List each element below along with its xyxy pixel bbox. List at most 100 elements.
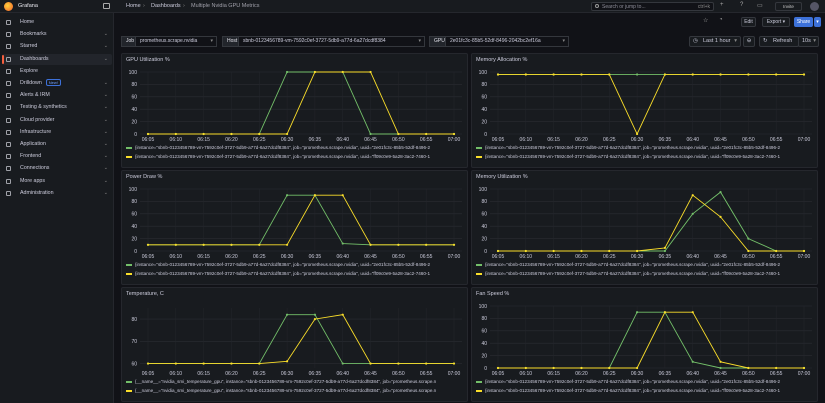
chevron-down-icon[interactable]: ⌄ [103, 189, 108, 196]
refresh-interval-select[interactable]: 10s ▾ [798, 36, 819, 47]
data-point[interactable] [202, 243, 205, 246]
chevron-down-icon[interactable]: ⌄ [103, 165, 108, 172]
data-point[interactable] [313, 313, 317, 316]
data-point[interactable] [552, 366, 555, 370]
invite-button[interactable]: Invite [775, 2, 802, 11]
data-point[interactable] [524, 249, 527, 253]
panel-gpu-utilization[interactable]: GPU Utilization % 0 20 40 60 80 100 06:05 06:10 0… [121, 53, 468, 168]
data-point[interactable] [802, 249, 806, 253]
sidebar-item-starred[interactable]: Starred ⌄ [2, 41, 112, 52]
variable-host-select[interactable]: sbnb-0123456789-vm-7592c0ef-3727-5db9-a7… [238, 36, 425, 47]
data-point[interactable] [580, 366, 583, 370]
sidebar-item-application[interactable]: Application ⌄ [2, 139, 112, 150]
data-point[interactable] [580, 73, 583, 76]
legend-item[interactable]: {__name__="nvidia_smi_temperature_gpu", … [126, 379, 466, 384]
data-point[interactable] [425, 243, 428, 246]
data-point[interactable] [174, 132, 177, 136]
data-point[interactable] [202, 362, 205, 365]
sidebar-item-testing-synthetics[interactable]: Testing & synthetics ⌄ [2, 102, 112, 113]
data-point[interactable] [146, 243, 150, 246]
series-line[interactable] [148, 194, 454, 246]
data-point[interactable] [313, 194, 317, 197]
data-point[interactable] [425, 362, 428, 365]
data-point[interactable] [285, 360, 289, 363]
data-point[interactable] [341, 194, 344, 197]
data-point[interactable] [496, 73, 500, 76]
data-point[interactable] [285, 70, 289, 74]
data-point[interactable] [719, 73, 722, 76]
data-point[interactable] [552, 73, 555, 76]
grafana-logo-icon[interactable] [4, 2, 13, 11]
panel-fan-speed[interactable]: Fan Speed % 0 20 40 60 80 100 06:05 06:10 06:15 06… [471, 287, 818, 402]
data-point[interactable] [230, 132, 233, 136]
refresh-button[interactable]: ↻ Refresh [759, 36, 799, 47]
data-point[interactable] [496, 366, 500, 370]
chevron-down-icon[interactable]: ⌄ [103, 128, 108, 135]
help-icon[interactable]: ? [740, 2, 744, 8]
plus-icon[interactable]: + [720, 2, 724, 8]
panel-temperature-c[interactable]: Temperature, C 60 70 80 06:05 06:10 06:15 06:20… [121, 287, 468, 402]
legend-item[interactable]: {instance="sbnb-0123456789-vm-7592c0ef-3… [476, 379, 816, 384]
data-point[interactable] [452, 243, 456, 246]
data-point[interactable] [146, 132, 150, 136]
time-picker[interactable]: ◷ Last 1 hour ▾ [689, 36, 741, 47]
export-button[interactable]: Export ▾ [762, 17, 790, 27]
data-point[interactable] [230, 362, 233, 365]
data-point[interactable] [663, 246, 667, 249]
panel-memory-allocation[interactable]: Memory Allocation % 0 20 40 60 80 100 06:05 06:1… [471, 53, 818, 168]
data-point[interactable] [496, 249, 500, 253]
data-point[interactable] [258, 243, 261, 246]
share-button[interactable]: Share [794, 17, 813, 27]
chevron-down-icon[interactable]: ⌄ [103, 153, 108, 160]
data-point[interactable] [775, 249, 778, 253]
chevron-down-icon[interactable]: ⌄ [103, 116, 108, 123]
data-point[interactable] [452, 132, 456, 136]
data-point[interactable] [285, 313, 289, 316]
data-point[interactable] [747, 237, 750, 240]
data-point[interactable] [313, 70, 317, 74]
data-point[interactable] [580, 249, 583, 253]
data-point[interactable] [635, 132, 639, 136]
sidebar-item-cloud-provider[interactable]: Cloud provider ⌄ [2, 115, 112, 126]
sidebar-item-drilldown[interactable]: Drilldown New! ⌄ [2, 78, 112, 89]
legend-item[interactable]: {instance="sbnb-0123456789-vm-7592c0ef-3… [476, 154, 816, 159]
panel-memory-utilization[interactable]: Memory Utilization % 0 20 40 60 80 100 06:05 06:… [471, 170, 818, 285]
legend-item[interactable]: {instance="sbnb-0123456789-vm-7592c0ef-3… [126, 271, 466, 276]
data-point[interactable] [341, 242, 344, 245]
chevron-down-icon[interactable]: ⌄ [103, 141, 108, 147]
series-line[interactable] [498, 191, 804, 252]
insights-icon[interactable]: ◔ [719, 17, 723, 23]
share-dropdown-button[interactable]: ▾ [814, 17, 821, 27]
data-point[interactable] [341, 313, 344, 316]
data-point[interactable] [258, 362, 261, 365]
star-icon[interactable]: ☆ [703, 18, 709, 24]
data-point[interactable] [285, 243, 289, 246]
data-point[interactable] [747, 366, 750, 370]
data-point[interactable] [524, 366, 527, 370]
variable-job-select[interactable]: prometheus.scrape.nvidia ▾ [135, 36, 217, 47]
panel-power-draw[interactable]: Power Draw % 0 20 40 60 80 100 06:05 06:10 06:15 0… [121, 170, 468, 285]
sidebar-item-frontend[interactable]: Frontend ⌄ [2, 151, 112, 162]
data-point[interactable] [747, 249, 750, 253]
legend-item[interactable]: {instance="sbnb-0123456789-vm-7592c0ef-3… [126, 145, 466, 150]
data-point[interactable] [369, 70, 372, 74]
sidebar-item-dashboards[interactable]: Dashboards ⌄ [2, 53, 112, 65]
series-line[interactable] [148, 71, 454, 135]
data-point[interactable] [285, 132, 289, 136]
data-point[interactable] [635, 249, 639, 253]
data-point[interactable] [369, 362, 372, 365]
data-point[interactable] [146, 362, 150, 365]
data-point[interactable] [608, 366, 611, 370]
sidebar-item-connections[interactable]: Connections ⌄ [2, 163, 112, 174]
chevron-down-icon[interactable]: ⌄ [103, 92, 108, 99]
series-line[interactable] [498, 194, 804, 252]
edit-button[interactable]: Edit [741, 17, 756, 27]
legend-item[interactable]: {instance="sbnb-0123456789-vm-7592c0ef-3… [476, 145, 816, 150]
data-point[interactable] [174, 362, 177, 365]
data-point[interactable] [663, 249, 667, 253]
chevron-down-icon[interactable]: ⌄ [103, 55, 108, 62]
dock-menu-icon[interactable] [103, 3, 110, 9]
data-point[interactable] [369, 132, 372, 136]
data-point[interactable] [719, 215, 722, 218]
sidebar-item-alerts-irm[interactable]: Alerts & IRM ⌄ [2, 90, 112, 101]
